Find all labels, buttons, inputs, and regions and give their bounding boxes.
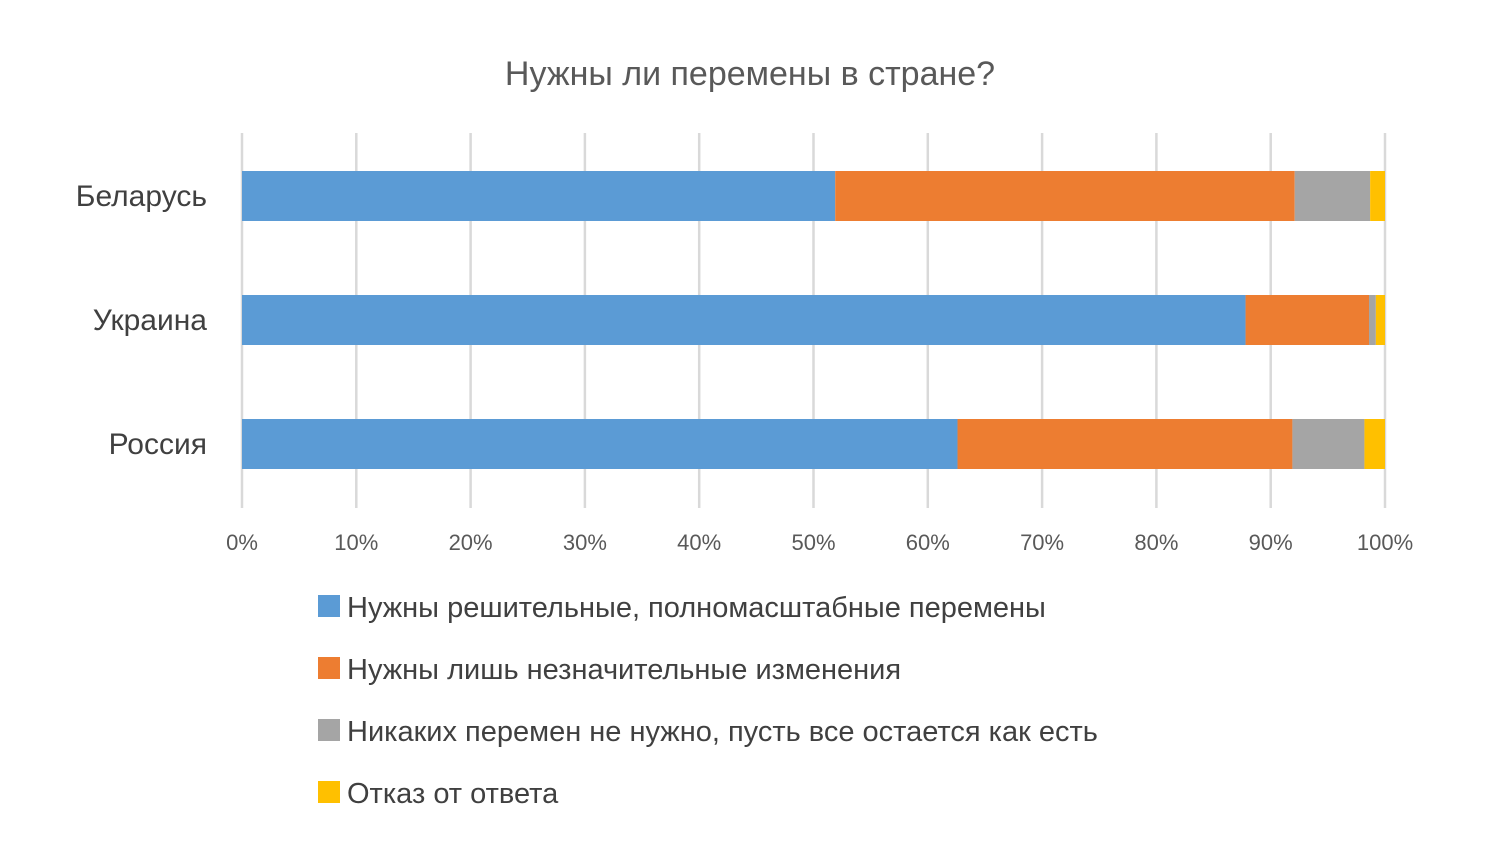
- bar-segment: [242, 171, 836, 221]
- x-tick-label: 70%: [1020, 530, 1064, 555]
- x-tick-label: 50%: [791, 530, 835, 555]
- bar-segment: [1370, 171, 1385, 221]
- bars: [242, 171, 1385, 469]
- category-label: Россия: [109, 428, 207, 461]
- x-tick-label: 60%: [906, 530, 950, 555]
- x-tick-label: 90%: [1249, 530, 1293, 555]
- legend-label: Никаких перемен не нужно, пусть все оста…: [347, 716, 1098, 748]
- chart-title: Нужны ли перемены в стране?: [505, 55, 995, 93]
- legend: Нужны решительные, полномасштабные перем…: [318, 592, 1098, 810]
- bar-segment: [1245, 295, 1369, 345]
- legend-swatch: [318, 719, 340, 741]
- bar-segment: [1364, 419, 1385, 469]
- x-tick-label: 30%: [563, 530, 607, 555]
- x-axis-ticks: 0% 10% 20% 30% 40% 50% 60% 70% 80% 90% 100%: [226, 530, 1413, 555]
- legend-label: Нужны решительные, полномасштабные перем…: [347, 592, 1046, 624]
- category-labels: Беларусь Украина Россия: [76, 180, 208, 461]
- bar-segment: [1292, 419, 1365, 469]
- x-tick-label: 0%: [226, 530, 258, 555]
- legend-swatch: [318, 781, 340, 803]
- category-label: Украина: [93, 304, 208, 337]
- bar-segment: [835, 171, 1295, 221]
- bar-segment: [1375, 295, 1385, 345]
- legend-swatch: [318, 657, 340, 679]
- bar-segment: [957, 419, 1293, 469]
- legend-label: Отказ от ответа: [347, 778, 559, 810]
- x-tick-label: 10%: [334, 530, 378, 555]
- legend-label: Нужны лишь незначительные изменения: [347, 654, 901, 686]
- bar-segment: [242, 419, 958, 469]
- bar-segment: [242, 295, 1246, 345]
- bar-segment: [1368, 295, 1376, 345]
- x-tick-label: 80%: [1134, 530, 1178, 555]
- x-tick-label: 40%: [677, 530, 721, 555]
- legend-swatch: [318, 595, 340, 617]
- category-label: Беларусь: [76, 180, 207, 213]
- bar-segment: [1294, 171, 1371, 221]
- x-tick-label: 20%: [449, 530, 493, 555]
- x-tick-label: 100%: [1357, 530, 1413, 555]
